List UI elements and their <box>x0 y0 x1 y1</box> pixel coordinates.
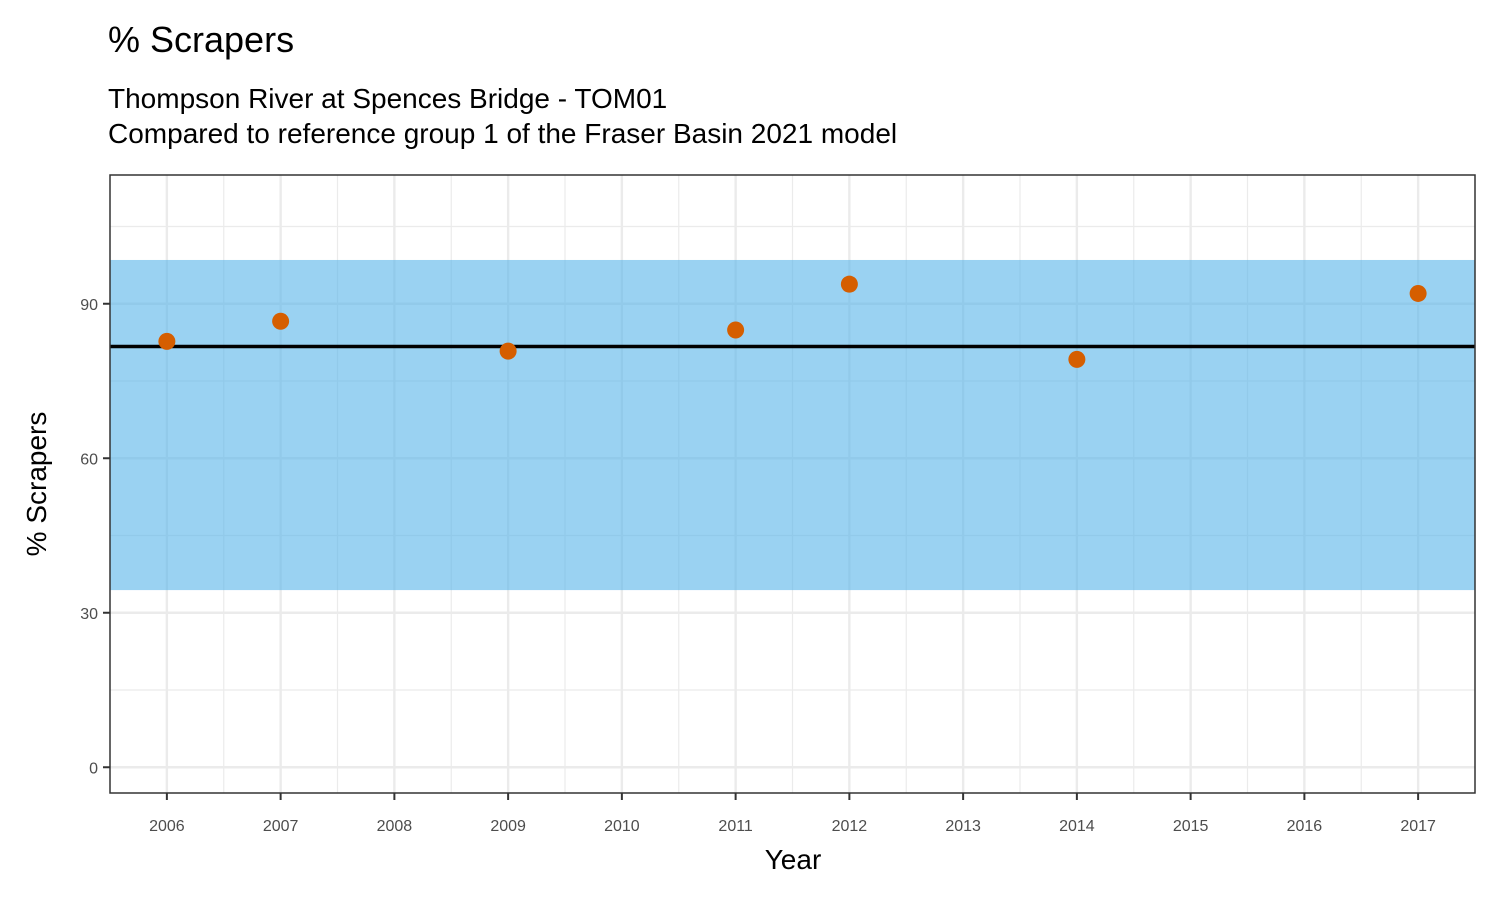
reference-band-layer <box>110 259 1475 591</box>
x-tick-label: 2007 <box>263 818 299 835</box>
x-tick-label: 2013 <box>945 818 981 835</box>
data-point <box>1409 284 1427 302</box>
data-point <box>158 332 176 350</box>
reference-band <box>110 259 1475 591</box>
y-tick-label: 0 <box>89 760 98 777</box>
data-points <box>158 275 1427 368</box>
panel-border <box>109 174 1476 794</box>
x-tick-label: 2010 <box>604 818 640 835</box>
x-tick-label: 2009 <box>490 818 526 835</box>
data-point <box>272 312 290 330</box>
chart-title: % Scrapers <box>108 19 294 60</box>
x-tick-label: 2015 <box>1173 818 1209 835</box>
data-point <box>840 275 858 293</box>
axes: 2006 2007 2008 2009 2010 2011 2012 2013 2014 2015… <box>80 297 1436 835</box>
data-point <box>1068 350 1086 368</box>
chart-subtitle-line-2: Compared to reference group 1 of the Fra… <box>108 118 897 149</box>
data-point <box>499 342 517 360</box>
y-tick-label: 60 <box>80 451 98 468</box>
x-tick-label: 2011 <box>718 818 753 835</box>
data-point <box>727 321 745 339</box>
y-tick-label: 30 <box>80 606 98 623</box>
y-axis-title: % Scrapers <box>21 412 52 557</box>
x-axis-title: Year <box>765 844 822 875</box>
x-tick-label: 2006 <box>149 818 185 835</box>
x-tick-label: 2012 <box>832 818 868 835</box>
x-tick-label: 2016 <box>1287 818 1323 835</box>
x-tick-label: 2014 <box>1059 818 1095 835</box>
y-tick-label: 90 <box>80 297 98 314</box>
x-tick-label: 2008 <box>377 818 413 835</box>
x-tick-label: 2017 <box>1400 818 1436 835</box>
chart-subtitle-line-1: Thompson River at Spences Bridge - TOM01 <box>108 83 667 114</box>
